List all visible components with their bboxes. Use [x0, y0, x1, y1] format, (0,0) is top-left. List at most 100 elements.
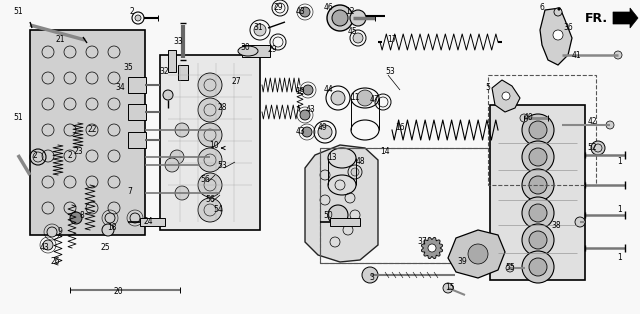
Text: 21: 21 — [55, 35, 65, 45]
Circle shape — [170, 150, 184, 164]
Circle shape — [300, 110, 310, 120]
Text: 37: 37 — [417, 237, 427, 246]
Circle shape — [529, 148, 547, 166]
Circle shape — [70, 212, 82, 224]
Circle shape — [130, 213, 140, 223]
Text: 41: 41 — [571, 51, 581, 59]
Text: 45: 45 — [347, 28, 357, 36]
Text: 15: 15 — [445, 284, 455, 293]
Circle shape — [428, 244, 436, 252]
Circle shape — [198, 173, 222, 197]
Text: 14: 14 — [380, 148, 390, 156]
Circle shape — [529, 121, 547, 139]
Circle shape — [362, 267, 378, 283]
Text: 35: 35 — [123, 63, 133, 73]
Circle shape — [522, 197, 554, 229]
Circle shape — [302, 127, 312, 137]
Circle shape — [254, 24, 266, 36]
Text: 3: 3 — [369, 273, 374, 283]
Circle shape — [175, 123, 189, 137]
Text: 53: 53 — [217, 160, 227, 170]
Circle shape — [198, 123, 222, 147]
Text: 24: 24 — [143, 218, 153, 226]
Circle shape — [351, 168, 359, 176]
Circle shape — [522, 224, 554, 256]
Text: 2: 2 — [130, 8, 134, 17]
Circle shape — [105, 213, 115, 223]
Text: 2: 2 — [33, 150, 37, 160]
Circle shape — [165, 158, 179, 172]
Bar — [242, 45, 270, 57]
Text: 56: 56 — [200, 176, 210, 185]
Bar — [128, 104, 146, 120]
Text: 19: 19 — [295, 88, 305, 96]
Text: 51: 51 — [13, 113, 23, 122]
Text: 52: 52 — [587, 143, 597, 153]
Text: FR.: FR. — [585, 12, 608, 24]
Text: 2: 2 — [68, 150, 72, 160]
Text: 9: 9 — [58, 228, 63, 236]
Circle shape — [175, 186, 189, 200]
Circle shape — [198, 73, 222, 97]
Circle shape — [163, 90, 173, 100]
Text: 40: 40 — [523, 113, 533, 122]
Circle shape — [502, 92, 510, 100]
Bar — [30, 30, 145, 235]
Text: 36: 36 — [563, 24, 573, 33]
Circle shape — [614, 51, 622, 59]
Text: 43: 43 — [40, 243, 50, 252]
Circle shape — [575, 217, 585, 227]
Circle shape — [47, 227, 57, 237]
Text: 10: 10 — [209, 140, 219, 149]
Circle shape — [554, 8, 562, 16]
Text: 43: 43 — [295, 127, 305, 137]
Text: 27: 27 — [231, 78, 241, 86]
Bar — [160, 55, 260, 230]
Circle shape — [350, 10, 366, 26]
Text: 31: 31 — [253, 24, 263, 33]
Text: 54: 54 — [213, 205, 223, 214]
Text: 5: 5 — [486, 84, 490, 93]
Text: 29: 29 — [273, 3, 283, 13]
Text: 30: 30 — [240, 44, 250, 52]
Text: 50: 50 — [323, 210, 333, 219]
Circle shape — [522, 169, 554, 201]
Text: 34: 34 — [115, 84, 125, 93]
Circle shape — [43, 240, 53, 250]
Polygon shape — [492, 80, 520, 112]
Text: 55: 55 — [505, 263, 515, 273]
Circle shape — [520, 114, 528, 122]
Text: 13: 13 — [327, 154, 337, 163]
Text: 11: 11 — [350, 94, 360, 102]
Text: 6: 6 — [540, 3, 545, 13]
Polygon shape — [448, 230, 505, 278]
Text: 56: 56 — [205, 196, 215, 204]
Circle shape — [135, 15, 141, 21]
Circle shape — [468, 244, 488, 264]
Text: 44: 44 — [323, 85, 333, 95]
Text: 1: 1 — [618, 205, 622, 214]
Circle shape — [529, 176, 547, 194]
Text: 29: 29 — [267, 46, 277, 55]
Bar — [330, 218, 360, 226]
Circle shape — [506, 264, 514, 272]
Circle shape — [529, 231, 547, 249]
Bar — [140, 218, 165, 226]
Circle shape — [328, 205, 348, 225]
Text: 8: 8 — [79, 210, 84, 219]
Text: 17: 17 — [387, 35, 397, 45]
Polygon shape — [540, 8, 572, 65]
Polygon shape — [421, 237, 443, 259]
Bar — [488, 75, 596, 185]
Circle shape — [591, 141, 605, 155]
Text: 7: 7 — [127, 187, 132, 197]
Text: 12: 12 — [345, 8, 355, 17]
Text: 28: 28 — [217, 104, 227, 112]
Text: 32: 32 — [159, 68, 169, 77]
Circle shape — [198, 198, 222, 222]
Text: 51: 51 — [13, 8, 23, 17]
Circle shape — [357, 90, 373, 106]
Circle shape — [327, 5, 353, 31]
Text: 33: 33 — [173, 37, 183, 46]
Text: 26: 26 — [50, 257, 60, 267]
